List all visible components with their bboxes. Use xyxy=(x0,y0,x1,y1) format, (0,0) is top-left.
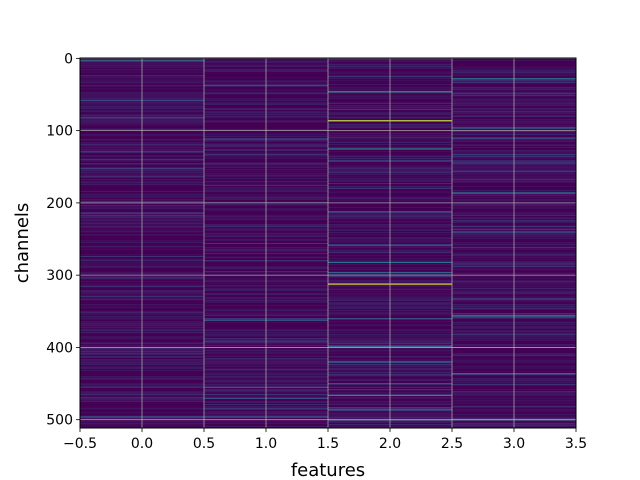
x-tick-label: 0.5 xyxy=(193,436,215,452)
x-tick-label: −0.5 xyxy=(63,436,97,452)
y-tick-label: 400 xyxy=(46,340,73,356)
y-tick-label: 0 xyxy=(64,51,73,67)
x-axis: −0.5 0.0 0.5 1.0 1.5 2.0 2.5 3.0 3.5 xyxy=(63,428,587,452)
x-tick-label: 2.0 xyxy=(379,436,401,452)
x-tick-label: 3.0 xyxy=(503,436,525,452)
y-tick-label: 200 xyxy=(46,196,73,212)
x-tick-label: 0.0 xyxy=(131,436,153,452)
y-tick-label: 300 xyxy=(46,268,73,284)
y-tick-label: 500 xyxy=(46,413,73,429)
x-tick-label: 1.0 xyxy=(255,436,277,452)
x-tick-label: 1.5 xyxy=(317,436,339,452)
y-axis: 0 100 200 300 400 500 xyxy=(46,51,80,429)
y-tick-label: 100 xyxy=(46,124,73,140)
x-axis-label: features xyxy=(291,460,365,480)
x-tick-label: 3.5 xyxy=(565,436,587,452)
y-axis-label: channels xyxy=(12,203,33,284)
x-tick-label: 2.5 xyxy=(441,436,463,452)
grid-lines xyxy=(80,57,576,428)
